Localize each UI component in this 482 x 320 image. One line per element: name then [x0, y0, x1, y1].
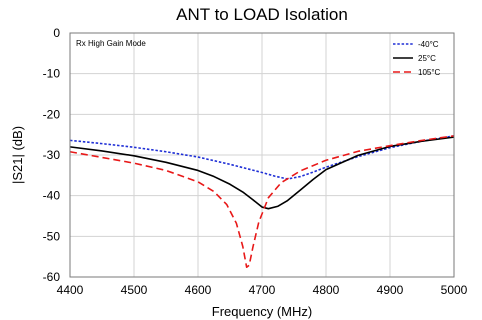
x-tick-label: 4600 — [185, 283, 212, 297]
mode-annotation: Rx High Gain Mode — [76, 39, 146, 48]
x-tick-label: 4500 — [121, 283, 148, 297]
series-line-2 — [69, 135, 455, 269]
chart-title: ANT to LOAD Isolation — [176, 5, 348, 24]
x-tick-label: 5000 — [441, 283, 468, 297]
x-tick-label: 4900 — [377, 283, 404, 297]
y-tick-label: -30 — [43, 148, 61, 162]
y-tick-label: -10 — [43, 67, 61, 81]
legend: -40°C 25°C 105°C — [393, 40, 441, 77]
legend-label: -40°C — [418, 40, 439, 49]
y-tick-label: -20 — [43, 107, 61, 121]
x-tick-labels: 4400 4500 4600 4700 4800 4900 5000 — [57, 283, 468, 297]
x-tick-label: 4700 — [249, 283, 276, 297]
y-axis-label: |S21| (dB) — [10, 126, 25, 184]
series-layer — [69, 135, 455, 269]
x-axis-label: Frequency (MHz) — [212, 304, 312, 319]
y-tick-labels: 0 -10 -20 -30 -40 -50 -60 — [43, 26, 61, 284]
legend-label: 105°C — [418, 68, 441, 77]
plot-frame — [69, 32, 455, 278]
legend-label: 25°C — [418, 54, 436, 63]
x-tick-label: 4400 — [57, 283, 84, 297]
y-tick-label: -40 — [43, 189, 61, 203]
y-tick-label: -50 — [43, 229, 61, 243]
x-tick-label: 4800 — [313, 283, 340, 297]
series-line-0 — [69, 135, 455, 180]
y-tick-label: -60 — [43, 270, 61, 284]
y-tick-label: 0 — [53, 26, 60, 40]
